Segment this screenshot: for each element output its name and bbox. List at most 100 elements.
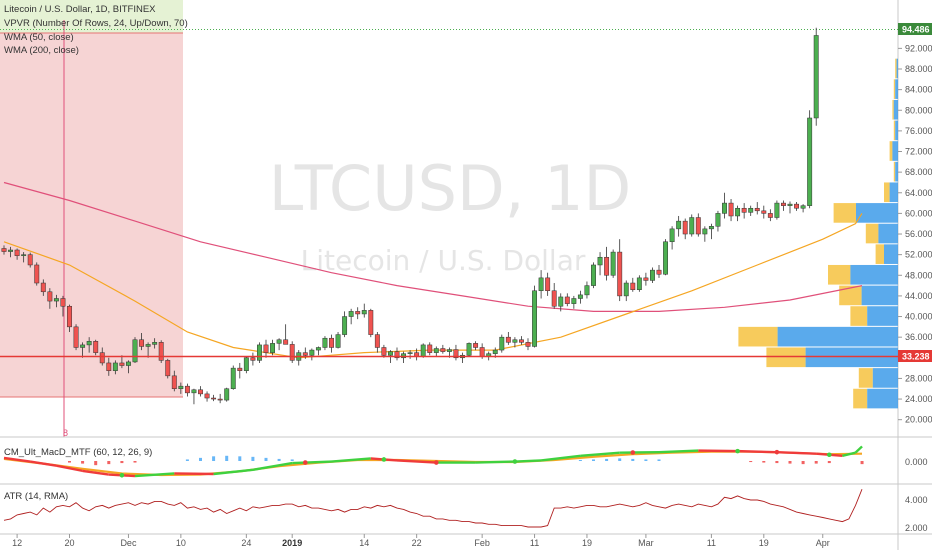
- candle[interactable]: [519, 336, 524, 345]
- candle[interactable]: [617, 239, 623, 302]
- candle[interactable]: [204, 391, 210, 402]
- candle[interactable]: [656, 264, 662, 278]
- candle[interactable]: [237, 362, 243, 379]
- candle[interactable]: [669, 226, 675, 250]
- candle[interactable]: [283, 324, 289, 345]
- candle[interactable]: [289, 341, 295, 363]
- candle[interactable]: [525, 338, 531, 351]
- candle[interactable]: [715, 210, 721, 232]
- indicator-vpvr-label[interactable]: VPVR (Number Of Rows, 24, Up/Down, 70): [4, 18, 188, 29]
- candle[interactable]: [453, 344, 459, 361]
- candle[interactable]: [158, 340, 164, 363]
- candle[interactable]: [735, 205, 741, 222]
- candle[interactable]: [708, 223, 714, 240]
- candle[interactable]: [270, 339, 276, 356]
- candle[interactable]: [407, 350, 413, 359]
- candle[interactable]: [217, 393, 223, 404]
- candle[interactable]: [577, 290, 583, 304]
- candle[interactable]: [348, 308, 354, 325]
- candle[interactable]: [47, 288, 53, 309]
- candle[interactable]: [40, 279, 46, 296]
- atr-label[interactable]: ATR (14, RMA): [4, 491, 68, 502]
- candle[interactable]: [591, 262, 596, 289]
- candle[interactable]: [427, 342, 433, 356]
- candle[interactable]: [126, 360, 131, 374]
- symbol-title[interactable]: Litecoin / U.S. Dollar, 1D, BITFINEX: [4, 4, 156, 15]
- candle[interactable]: [787, 201, 793, 214]
- candle[interactable]: [597, 252, 603, 276]
- candle[interactable]: [191, 388, 197, 405]
- candle[interactable]: [473, 341, 479, 351]
- candle[interactable]: [14, 248, 20, 260]
- macd-label[interactable]: CM_Ult_MacD_MTF (60, 12, 26, 9): [4, 447, 152, 458]
- candle[interactable]: [309, 348, 315, 361]
- candle[interactable]: [767, 209, 773, 222]
- candle[interactable]: [558, 293, 564, 312]
- candle[interactable]: [27, 252, 33, 268]
- candle[interactable]: [374, 332, 380, 353]
- candle[interactable]: [650, 267, 655, 284]
- candle[interactable]: [178, 382, 184, 394]
- candle[interactable]: [34, 262, 40, 286]
- candle[interactable]: [171, 370, 177, 392]
- candle[interactable]: [676, 215, 682, 237]
- candle[interactable]: [106, 357, 112, 376]
- candle[interactable]: [93, 339, 99, 356]
- candle[interactable]: [433, 346, 439, 357]
- candle[interactable]: [381, 344, 387, 358]
- candle[interactable]: [440, 344, 446, 354]
- candle[interactable]: [139, 333, 145, 351]
- candle[interactable]: [53, 294, 59, 308]
- candle[interactable]: [499, 334, 505, 353]
- candle[interactable]: [584, 281, 590, 299]
- candle[interactable]: [145, 342, 151, 358]
- candle[interactable]: [112, 360, 118, 375]
- candle[interactable]: [722, 192, 727, 219]
- candle[interactable]: [342, 311, 348, 338]
- candle[interactable]: [257, 342, 262, 363]
- candle[interactable]: [610, 249, 616, 278]
- candle[interactable]: [663, 239, 668, 276]
- candle[interactable]: [466, 342, 472, 357]
- candle[interactable]: [636, 275, 642, 292]
- candle[interactable]: [335, 332, 341, 349]
- candle[interactable]: [728, 198, 734, 222]
- candle[interactable]: [781, 200, 786, 211]
- candle[interactable]: [86, 337, 92, 353]
- candle[interactable]: [630, 277, 636, 292]
- candle[interactable]: [230, 365, 236, 390]
- candle[interactable]: [702, 226, 708, 242]
- candle[interactable]: [315, 346, 321, 356]
- candle[interactable]: [689, 214, 695, 237]
- candle[interactable]: [682, 218, 688, 240]
- candle[interactable]: [420, 343, 426, 358]
- indicator-wma200-label[interactable]: WMA (200, close): [4, 45, 79, 56]
- candle[interactable]: [224, 387, 230, 402]
- candle[interactable]: [604, 246, 610, 281]
- candle[interactable]: [60, 295, 66, 317]
- candle[interactable]: [505, 332, 511, 345]
- candle[interactable]: [276, 338, 282, 351]
- candle[interactable]: [748, 205, 754, 216]
- candle[interactable]: [80, 342, 86, 358]
- candle[interactable]: [761, 205, 767, 219]
- candle[interactable]: [250, 352, 256, 366]
- candle[interactable]: [741, 203, 747, 219]
- candle[interactable]: [165, 358, 171, 379]
- candle[interactable]: [263, 339, 269, 358]
- candle[interactable]: [774, 200, 780, 220]
- candle[interactable]: [8, 246, 14, 258]
- candle[interactable]: [807, 110, 813, 209]
- candle[interactable]: [1, 245, 7, 255]
- candle[interactable]: [322, 336, 328, 351]
- candle[interactable]: [198, 386, 203, 397]
- candle[interactable]: [211, 394, 217, 402]
- candle[interactable]: [623, 280, 629, 302]
- candle[interactable]: [329, 334, 334, 353]
- candle[interactable]: [361, 303, 367, 318]
- candle[interactable]: [394, 347, 400, 361]
- candle[interactable]: [132, 337, 138, 363]
- candle[interactable]: [243, 356, 249, 374]
- candle[interactable]: [545, 272, 551, 296]
- candle[interactable]: [184, 383, 190, 397]
